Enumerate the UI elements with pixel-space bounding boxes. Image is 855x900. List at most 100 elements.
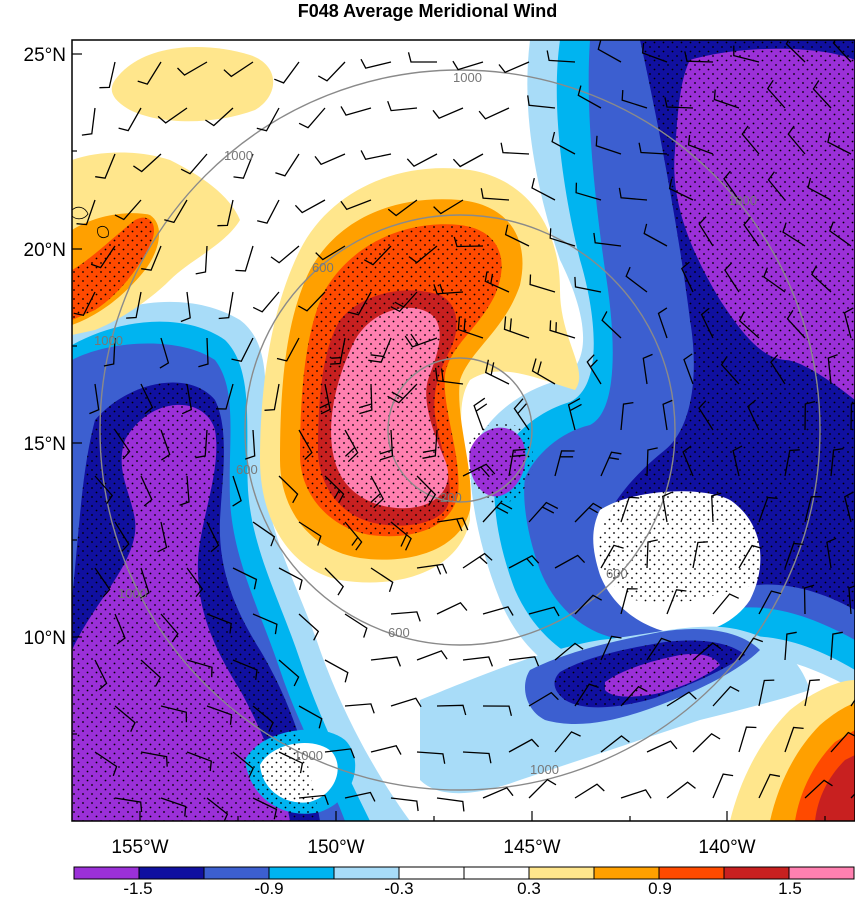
wind-barb [687,135,714,155]
wind-barb [646,637,672,661]
wind-barb [315,245,346,261]
wind-barb [646,740,678,753]
wind-barb [784,726,804,753]
colorbar-box [268,866,335,880]
wind-barb [358,383,373,415]
wind-barb [601,311,622,339]
wind-barb [133,153,162,173]
wind-barb [298,705,323,729]
wind-barb [620,496,640,523]
wind-barb [390,697,422,708]
wind-barb [457,316,484,339]
wind-barb [567,398,582,431]
wind-barb [700,307,714,339]
wind-barb [713,89,740,109]
wind-barb [180,153,208,175]
wind-barb [642,353,653,385]
wind-barb [114,797,143,813]
wind-barb [812,80,832,109]
wind-barb [89,383,100,415]
wind-barb [482,501,513,523]
wind-barb [680,261,694,293]
wind-barb [206,613,232,634]
wind-barb [738,637,764,661]
wind-barb [586,354,602,385]
wind-barb [215,383,234,410]
wind-barb [344,703,375,714]
wind-barb [452,153,484,168]
wind-barb [577,85,602,109]
wind-barb [804,400,816,431]
wind-barb [732,445,743,477]
wind-barb [720,356,740,385]
wind-barb [233,153,254,179]
wind-barb [294,199,326,214]
wind-barb [641,43,668,63]
wind-barb [195,245,208,275]
wind-barb [278,567,303,591]
wind-barb [370,475,385,509]
wind-barb [94,751,118,777]
wind-barb [597,40,622,63]
wind-barb [830,731,855,753]
map-frame [71,39,855,822]
wind-barb [747,399,760,431]
wind-barb [137,61,162,85]
wind-barb [787,125,806,155]
wind-barb [554,642,584,661]
wind-barb [436,704,467,716]
wind-barb [574,783,605,799]
wind-barb [416,563,448,575]
wind-barb [217,199,234,227]
wind-barb [206,705,233,725]
wind-barb [140,659,162,687]
wind-barb [620,588,638,615]
wind-barb [330,337,346,365]
wind-barb [195,429,208,459]
wind-barb [416,650,448,661]
wind-barb [600,735,630,753]
wind-barb [344,613,368,638]
wind-barb [643,223,668,247]
pos-patch-upper-left [111,47,274,122]
wind-barb [462,656,494,667]
wind-barb [390,611,421,622]
wind-barb [830,631,843,661]
wind-barb [252,291,280,313]
wind-barb [404,333,438,348]
wind-barb [390,521,412,551]
wind-barb [275,153,300,177]
wind-barb [770,354,786,385]
wind-barb [625,266,648,293]
wind-barb [206,521,220,553]
wind-barb [126,291,142,319]
wind-barb [513,398,530,431]
wind-barb [223,61,254,78]
wind-barb [298,107,326,129]
wind-barb [621,90,648,109]
wind-barb [733,45,760,63]
ring-label: 600 [388,625,410,640]
wind-barb [252,705,274,732]
wind-barb [252,613,278,635]
wind-barb [160,797,187,817]
colorbar-box [463,866,530,880]
wind-barb [257,199,280,224]
wind-barb [804,496,822,523]
wind-barb [551,131,576,155]
colorbar-box [723,866,790,880]
wind-barb [278,659,300,687]
wind-barb [186,659,213,678]
ring-label: 1000 [224,148,253,163]
wind-barb [387,383,418,404]
wind-barb [95,153,116,179]
colorbar-box [203,866,270,880]
colorbar-box [138,866,205,880]
wind-barb [436,601,468,615]
ring-label: 1000 [728,193,757,208]
wind-barb [157,521,168,553]
wind-barb [666,589,687,615]
wind-barb [807,177,832,201]
colorbar-label: 1.5 [778,879,802,898]
